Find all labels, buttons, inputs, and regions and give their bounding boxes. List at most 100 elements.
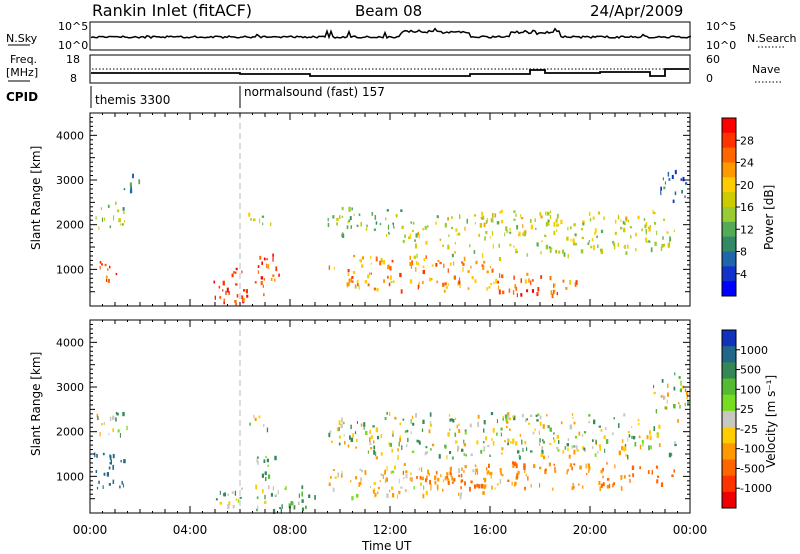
- power-cell: [563, 252, 566, 257]
- velocity-cell: [526, 418, 528, 421]
- power-cell: [467, 270, 470, 273]
- power-cell: [391, 260, 394, 263]
- power-cell: [451, 216, 453, 220]
- velocity-cell: [512, 461, 514, 465]
- velocity-cell: [435, 471, 438, 475]
- velocity-cell: [649, 430, 651, 435]
- velocity-cell: [461, 448, 464, 452]
- velocity-cell: [256, 508, 258, 512]
- power-cell: [348, 278, 351, 284]
- power-cell: [351, 280, 354, 283]
- power-cell: [491, 218, 494, 223]
- power-cell: [482, 265, 485, 271]
- velocity-cell: [219, 490, 221, 495]
- velocity-cell: [284, 487, 287, 490]
- velocity-cell: [458, 429, 461, 433]
- velocity-cell: [557, 448, 560, 452]
- velocity-cell: [103, 472, 106, 476]
- velocity-cell: [500, 432, 502, 437]
- velocity-cell: [685, 390, 689, 396]
- velocity-cell: [396, 494, 398, 499]
- power-cell: [617, 242, 619, 247]
- power-cell: [526, 272, 529, 276]
- velocity-cell: [472, 469, 475, 473]
- velocity-cell: [447, 478, 450, 481]
- velocity-cell: [386, 411, 388, 415]
- velocity-cell: [470, 453, 473, 457]
- velocity-cell: [595, 439, 597, 445]
- velocity-cell: [402, 418, 405, 421]
- velocity-cell: [583, 431, 587, 434]
- power-cell: [333, 266, 335, 270]
- velocity-cell: [422, 493, 425, 499]
- power-cell: [597, 211, 601, 215]
- power-cell: [263, 257, 266, 261]
- velocity-cell: [511, 481, 513, 486]
- velocity-cell: [674, 441, 676, 445]
- velocity-cell: [678, 376, 681, 379]
- velocity-cell: [459, 495, 462, 500]
- power-cell: [442, 244, 444, 247]
- velocity-cell: [232, 505, 235, 509]
- velocity-cell: [483, 428, 485, 433]
- velocity-cell: [480, 450, 483, 454]
- power-cell: [588, 211, 591, 216]
- power-cell: [536, 242, 539, 247]
- power-cell: [404, 234, 406, 238]
- velocity-cell: [223, 492, 226, 497]
- power-cell: [467, 287, 470, 290]
- power-cell: [541, 240, 543, 243]
- velocity-colorbar-tick: 1000: [740, 344, 768, 357]
- power-cell: [400, 289, 403, 294]
- power-cell: [501, 274, 504, 279]
- velocity-colorbar-swatch: [722, 378, 736, 396]
- velocity-cell: [658, 443, 661, 447]
- power-cell: [418, 233, 420, 239]
- power-cell: [386, 234, 387, 237]
- velocity-cell: [491, 485, 493, 490]
- velocity-cell: [301, 499, 304, 503]
- velocity-cell: [457, 445, 460, 450]
- power-cell: [413, 255, 416, 259]
- velocity-cell: [274, 455, 277, 461]
- power-cell: [674, 191, 677, 196]
- velocity-cell: [430, 424, 433, 427]
- power-cell: [336, 222, 338, 226]
- power-cell: [393, 226, 395, 229]
- power-cell: [661, 244, 664, 248]
- power-cell: [386, 209, 389, 212]
- velocity-cell: [678, 402, 680, 405]
- time-tick-label: 08:00: [273, 523, 308, 537]
- power-cell: [582, 220, 585, 224]
- power-cell: [654, 241, 657, 246]
- power-cell: [241, 295, 244, 300]
- power-cell: [649, 225, 651, 229]
- velocity-cell: [272, 486, 275, 491]
- power-cell: [360, 259, 362, 263]
- power-cell: [471, 276, 474, 280]
- velocity-cell: [567, 438, 570, 441]
- velocity-cell: [571, 413, 574, 416]
- cpid-strip: CPID themis 3300 normalsound (fast) 157: [6, 85, 385, 108]
- power-cell: [637, 215, 640, 219]
- power-cell: [667, 171, 670, 177]
- velocity-cell: [94, 452, 96, 458]
- time-tick-label: 00:00: [73, 523, 108, 537]
- power-cell: [591, 238, 594, 242]
- power-cell: [122, 207, 125, 211]
- velocity-cell: [373, 440, 375, 444]
- velocity-cell: [291, 501, 295, 505]
- velocity-cell: [239, 496, 242, 499]
- velocity-cell: [404, 430, 408, 433]
- power-cell: [492, 243, 494, 249]
- velocity-cell: [456, 440, 458, 444]
- velocity-cell: [621, 446, 624, 451]
- power-colorbar: 28 24 20 16 12 8 4 Power [dB]: [721, 117, 776, 297]
- power-cell: [457, 281, 459, 286]
- power-cell: [666, 231, 669, 234]
- power-cell: [456, 233, 458, 236]
- velocity-cell: [108, 466, 111, 470]
- velocity-cell: [399, 437, 401, 442]
- velocity-cell: [680, 380, 682, 386]
- velocity-cell: [613, 417, 615, 420]
